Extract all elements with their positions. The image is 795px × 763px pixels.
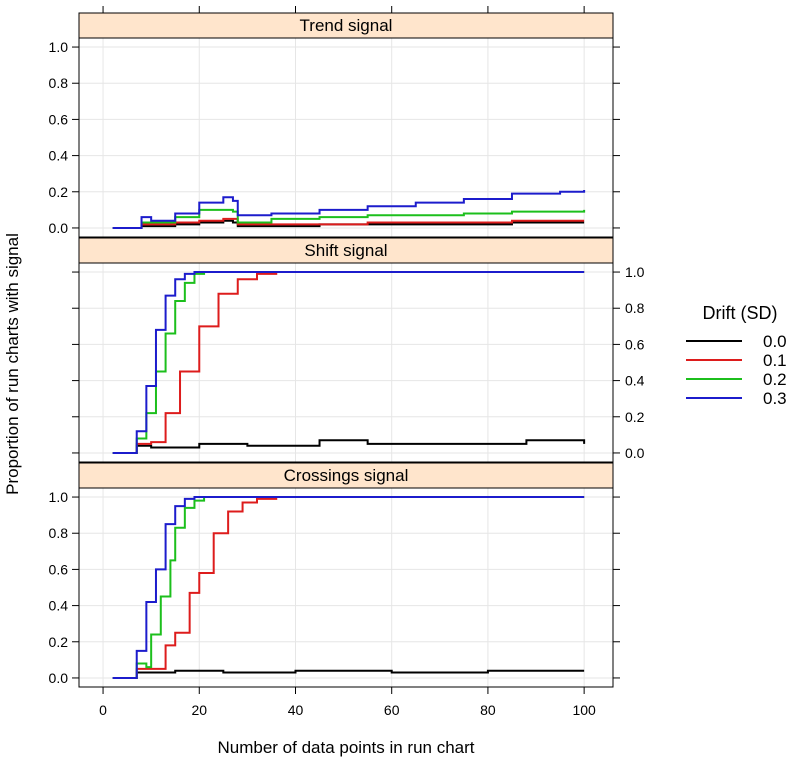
legend-label: 0.2 xyxy=(763,370,787,389)
series-line-0.3 xyxy=(112,271,585,454)
y-tick-label: 0.6 xyxy=(625,336,645,352)
x-tick-label: 20 xyxy=(191,702,207,718)
series-line-0.1 xyxy=(112,496,585,679)
panel-strip xyxy=(78,237,614,264)
y-tick-label: 0.4 xyxy=(49,148,69,164)
legend-label: 0.3 xyxy=(763,389,787,408)
series-line-0.1 xyxy=(112,271,585,454)
series-line-0.3 xyxy=(112,496,585,679)
y-tick-label: 0.2 xyxy=(49,184,69,200)
series-line-0.1 xyxy=(112,217,585,229)
y-tick-label: 0.6 xyxy=(49,111,69,127)
y-tick-label: 1.0 xyxy=(49,39,69,55)
panel-frame xyxy=(78,37,614,238)
legend: Drift (SD) 0.00.10.20.3 xyxy=(686,303,787,408)
panel-1: Shift signal 0.0 0.2 0.4 0.6 0.8 1.0 xyxy=(72,237,645,463)
x-tick-label: 100 xyxy=(572,702,596,718)
series-line-0.3 xyxy=(112,189,586,229)
y-tick-label: 0.4 xyxy=(625,373,645,389)
series-line-0.0 xyxy=(112,219,585,229)
series-line-0.2 xyxy=(112,271,585,454)
panel-title: Crossings signal xyxy=(284,466,409,485)
legend-title: Drift (SD) xyxy=(703,303,778,323)
y-tick-label: 1.0 xyxy=(625,264,645,280)
series-line-0.2 xyxy=(112,208,586,229)
y-tick-label: 0.8 xyxy=(625,300,645,316)
panel-frame xyxy=(78,487,614,688)
panel-2: Crossings signal 0.0 0.2 0.4 0.6 0.8 1.0 0 20 40 6… xyxy=(49,462,620,718)
panel-0: Trend signal 0.0 0.2 0.4 0.6 0.8 1.0 xyxy=(49,6,620,238)
legend-label: 0.1 xyxy=(763,351,787,370)
y-tick-label: 0.0 xyxy=(49,220,69,236)
x-tick-label: 0 xyxy=(99,702,107,718)
x-axis-title: Number of data points in run chart xyxy=(217,738,474,757)
y-tick-label: 0.8 xyxy=(49,525,69,541)
series-line-0.0 xyxy=(112,669,585,679)
series-line-0.0 xyxy=(112,439,586,454)
series-line-0.2 xyxy=(112,496,585,679)
y-tick-label: 0.4 xyxy=(49,598,69,614)
y-tick-label: 1.0 xyxy=(49,489,69,505)
y-tick-label: 0.2 xyxy=(49,634,69,650)
y-tick-label: 0.0 xyxy=(49,670,69,686)
panel-title: Shift signal xyxy=(304,241,387,260)
x-tick-label: 80 xyxy=(480,702,496,718)
y-tick-label: 0.2 xyxy=(625,409,645,425)
panel-title: Trend signal xyxy=(300,16,393,35)
panel-strip xyxy=(78,462,614,489)
x-tick-label: 60 xyxy=(384,702,400,718)
panel-frame xyxy=(78,262,614,463)
y-tick-label: 0.6 xyxy=(49,561,69,577)
y-tick-label: 0.0 xyxy=(625,445,645,461)
y-tick-label: 0.8 xyxy=(49,75,69,91)
x-tick-label: 40 xyxy=(288,702,304,718)
legend-label: 0.0 xyxy=(763,332,787,351)
y-axis-title: Proportion of run charts with signal xyxy=(3,233,22,495)
